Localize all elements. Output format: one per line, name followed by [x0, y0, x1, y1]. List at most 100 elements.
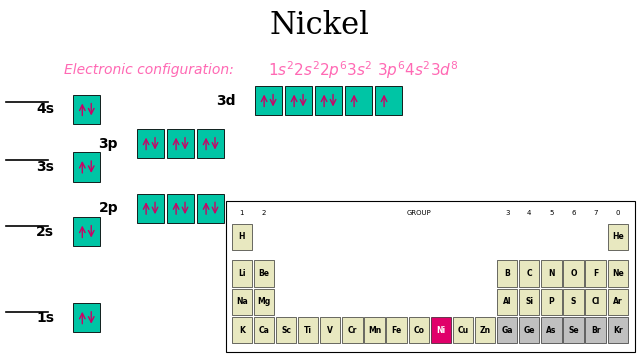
Bar — [232, 261, 252, 286]
Text: Ga: Ga — [501, 326, 513, 335]
Bar — [586, 289, 606, 315]
Text: Li: Li — [238, 269, 246, 278]
Bar — [541, 261, 561, 286]
Bar — [453, 317, 473, 343]
Text: As: As — [546, 326, 556, 335]
Bar — [232, 289, 252, 315]
Bar — [342, 317, 362, 343]
Text: Ni: Ni — [436, 326, 445, 335]
Text: Be: Be — [258, 269, 269, 278]
Text: 1: 1 — [239, 210, 244, 216]
Bar — [408, 317, 429, 343]
Bar — [298, 317, 318, 343]
Text: Si: Si — [525, 297, 533, 306]
Bar — [197, 194, 224, 223]
Bar — [320, 317, 341, 343]
Text: Br: Br — [591, 326, 600, 335]
Text: Ge: Ge — [524, 326, 535, 335]
Bar — [607, 289, 628, 315]
Text: H: H — [239, 232, 245, 241]
Bar — [497, 289, 517, 315]
Text: P: P — [549, 297, 554, 306]
Text: GROUP: GROUP — [406, 210, 431, 216]
Bar — [387, 317, 407, 343]
Bar — [563, 289, 584, 315]
Text: 2s: 2s — [36, 225, 54, 238]
Text: Sc: Sc — [281, 326, 291, 335]
Text: 3p: 3p — [98, 137, 118, 150]
Text: 3: 3 — [505, 210, 509, 216]
Bar — [73, 152, 100, 182]
Bar — [226, 201, 635, 352]
Text: 3s: 3s — [36, 160, 54, 174]
Text: Ar: Ar — [613, 297, 623, 306]
Text: Ne: Ne — [612, 269, 623, 278]
Text: O: O — [570, 269, 577, 278]
Text: 7: 7 — [593, 210, 598, 216]
Text: F: F — [593, 269, 598, 278]
Text: Fe: Fe — [392, 326, 402, 335]
Text: V: V — [327, 326, 333, 335]
Text: Mn: Mn — [368, 326, 381, 335]
Bar — [254, 261, 274, 286]
Text: $1s^{2}2s^{2}2p^{6}3s^{2}\ 3p^{6}4s^{2}3d^{8}$: $1s^{2}2s^{2}2p^{6}3s^{2}\ 3p^{6}4s^{2}3… — [268, 59, 459, 81]
Text: 4: 4 — [527, 210, 531, 216]
Text: 1s: 1s — [36, 311, 54, 325]
Bar — [254, 317, 274, 343]
Bar — [137, 194, 164, 223]
Text: Ca: Ca — [258, 326, 269, 335]
Text: Ti: Ti — [304, 326, 312, 335]
Bar — [73, 95, 100, 124]
Text: Al: Al — [503, 297, 512, 306]
Bar — [167, 129, 194, 158]
Bar — [345, 86, 372, 115]
Bar — [586, 317, 606, 343]
Bar — [541, 317, 561, 343]
Text: K: K — [239, 326, 245, 335]
Text: Cu: Cu — [457, 326, 468, 335]
Text: Cl: Cl — [591, 297, 600, 306]
Text: 0: 0 — [616, 210, 620, 216]
Bar — [137, 129, 164, 158]
Bar — [607, 261, 628, 286]
Bar — [607, 317, 628, 343]
Bar — [475, 317, 495, 343]
Text: Cr: Cr — [348, 326, 357, 335]
Bar — [563, 317, 584, 343]
Bar — [73, 217, 100, 246]
Bar — [232, 317, 252, 343]
Text: S: S — [571, 297, 576, 306]
Bar — [563, 261, 584, 286]
Text: 5: 5 — [549, 210, 554, 216]
Text: Co: Co — [413, 326, 424, 335]
Bar — [519, 317, 540, 343]
Text: Nickel: Nickel — [269, 10, 369, 41]
Text: He: He — [612, 232, 623, 241]
Text: Electronic configuration:: Electronic configuration: — [64, 63, 234, 77]
Text: 2p: 2p — [98, 201, 118, 215]
Text: 4s: 4s — [36, 103, 54, 116]
Bar — [254, 289, 274, 315]
Bar — [519, 261, 540, 286]
Bar — [431, 317, 451, 343]
Bar — [497, 261, 517, 286]
Bar — [276, 317, 296, 343]
Bar — [285, 86, 312, 115]
Bar — [167, 194, 194, 223]
Bar — [375, 86, 402, 115]
Bar — [197, 129, 224, 158]
Text: Kr: Kr — [613, 326, 623, 335]
Bar — [255, 86, 282, 115]
Text: 2: 2 — [262, 210, 266, 216]
Text: 6: 6 — [571, 210, 575, 216]
Text: 3d: 3d — [216, 94, 236, 107]
Bar — [315, 86, 342, 115]
Bar — [607, 224, 628, 250]
Text: B: B — [504, 269, 510, 278]
Text: Na: Na — [236, 297, 248, 306]
Bar — [586, 261, 606, 286]
Bar — [73, 303, 100, 332]
Bar — [541, 289, 561, 315]
Bar — [364, 317, 385, 343]
Text: Mg: Mg — [257, 297, 271, 306]
